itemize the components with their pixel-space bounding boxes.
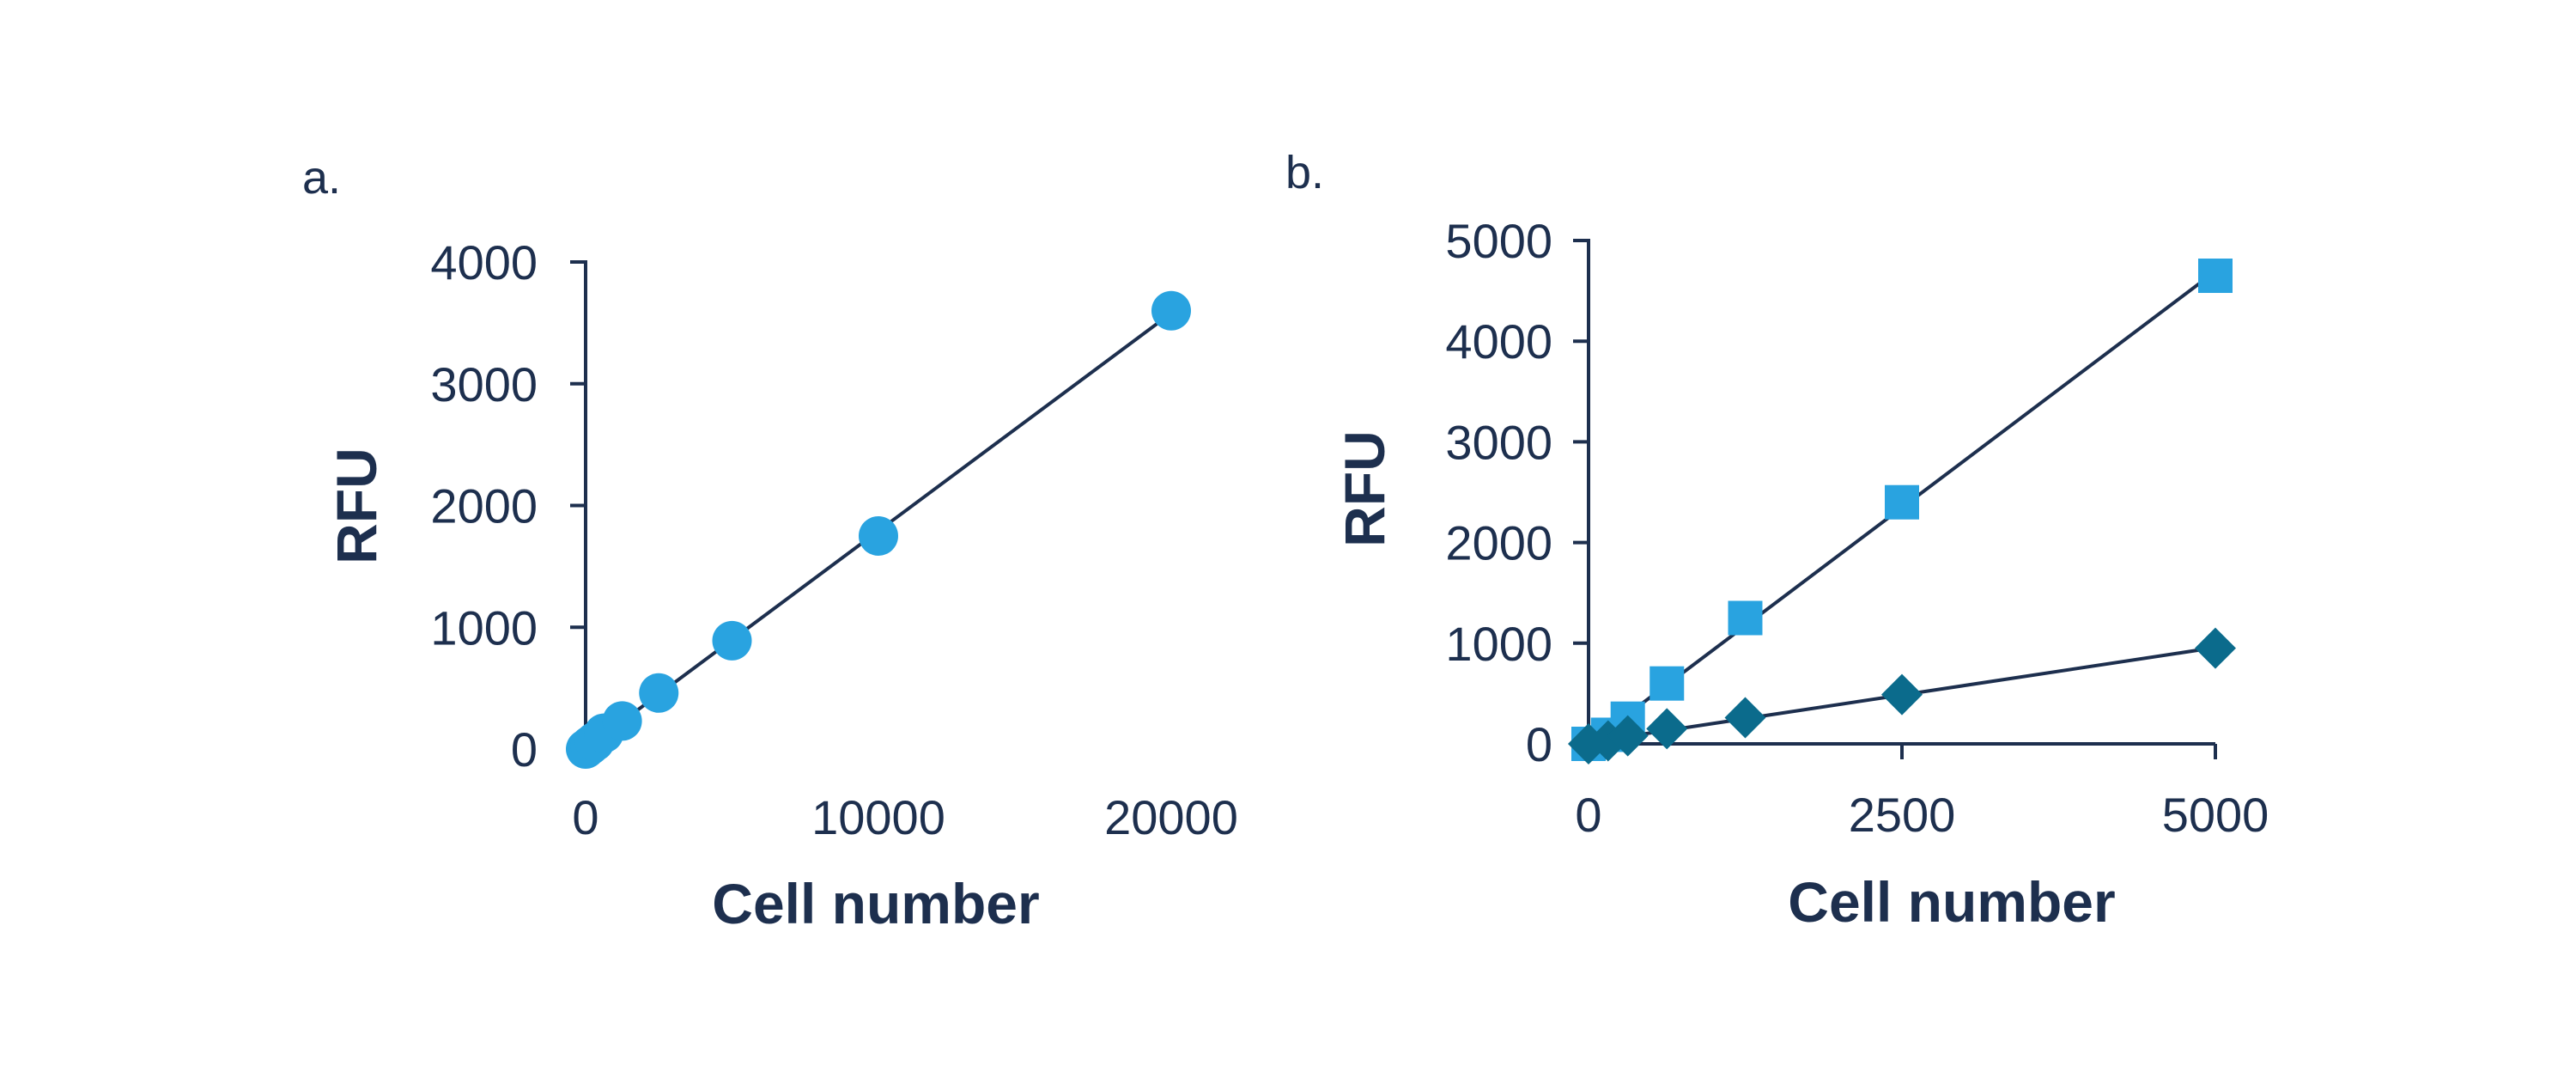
panel-a-series-0-point [712,620,752,661]
panel-b-series-1-point [2195,627,2236,669]
panel-b-series-0-point [1885,484,1919,520]
panel-a-x-tick-label: 20000 [1104,790,1238,844]
panel-a-y-tick-label: 3000 [430,357,538,411]
panel-b-label: b. [1285,147,1324,198]
panel-b-x-tick-label: 0 [1575,788,1601,842]
panel-b-y-tick-label: 3000 [1445,415,1552,469]
panel-a-y-tick-label: 1000 [430,600,538,655]
panel-b-series-1-point [1607,715,1649,757]
panel-b-x-axis-title: Cell number [1788,870,2115,934]
panel-b-series-0-point [1728,600,1763,636]
panel-a-series-0-point [602,701,642,741]
panel-a-x-axis-title: Cell number [712,872,1039,935]
panel-a-y-tick-label: 2000 [430,479,538,533]
panel-b-series-1-point [1724,697,1766,739]
panel-b-y-tick-label: 5000 [1445,214,1552,268]
panel-b-y-tick-label: 1000 [1445,617,1552,671]
panel-a-series-0-point [639,673,679,713]
panel-a-chart: a. RFU Cell number 0 1000 2000 3000 4000 0 100… [302,152,1238,935]
panel-a-label: a. [302,152,341,204]
panel-b-series-0-point [2198,259,2233,294]
panel-a-x-tick-label: 10000 [811,790,945,844]
panel-b-series-1-point [1646,708,1688,750]
panel-b-x-tick-label: 5000 [2162,788,2269,842]
panel-b-y-tick-label: 0 [1526,717,1552,771]
panel-b-ticks: 0 1000 2000 3000 4000 5000 0 2500 5000 [1445,214,2269,842]
panel-b-series-1-point [1881,673,1923,716]
panel-a-x-tick-label: 0 [572,790,598,844]
panel-b-data-points [1568,259,2236,764]
panel-a-data-points [566,290,1191,769]
panel-a-y-axis-title: RFU [325,448,388,564]
panel-b-x-tick-label: 2500 [1849,788,1956,842]
panel-a-series-0-point [859,515,898,556]
panel-b-y-tick-label: 4000 [1445,314,1552,368]
panel-a-y-tick-label: 0 [511,722,538,777]
panel-a-y-tick-label: 4000 [430,235,538,289]
panel-b-chart: b. RFU Cell number 0 1000 2000 3000 4000 5000… [1285,147,2269,934]
panel-b-y-tick-label: 2000 [1445,516,1552,570]
panel-b-y-axis-title: RFU [1333,430,1396,547]
panel-b-series-0-point [1649,666,1685,701]
panel-a-series-0-point [1151,290,1191,331]
panel-a-ticks: 0 1000 2000 3000 4000 0 10000 20000 [430,235,1237,844]
